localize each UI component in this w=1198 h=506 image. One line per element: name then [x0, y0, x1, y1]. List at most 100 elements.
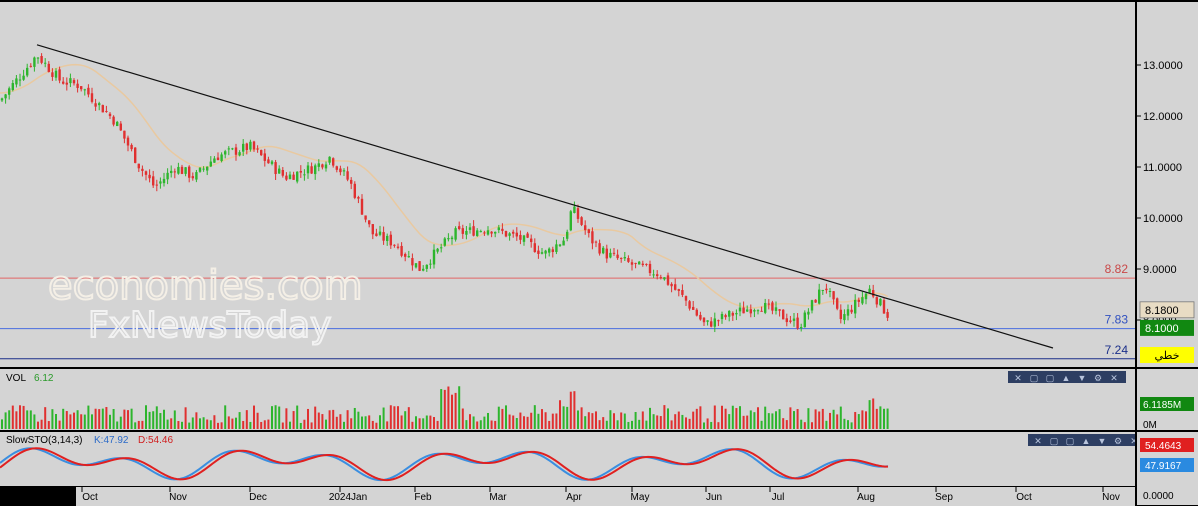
candle-body: [778, 309, 781, 311]
candle-body: [864, 293, 868, 300]
volume-bar: [580, 407, 583, 429]
volume-bar: [548, 420, 551, 429]
candle-body: [144, 171, 148, 175]
date-axis-spacer: [0, 486, 76, 505]
candle-body: [688, 301, 691, 309]
volume-bar: [483, 416, 486, 429]
volume-bar: [303, 419, 306, 429]
gear-icon[interactable]: ⚙: [1094, 373, 1102, 383]
close-icon[interactable]: ✕: [1110, 373, 1118, 383]
candle-body: [188, 166, 191, 178]
candle-body: [807, 311, 810, 315]
volume-bar: [202, 417, 205, 429]
volume-bar: [811, 422, 813, 429]
close-icon[interactable]: ✕: [1130, 436, 1135, 446]
volume-bar: [609, 410, 612, 429]
volume-bar: [645, 420, 648, 429]
candle-body: [292, 174, 295, 180]
candle-body: [454, 228, 457, 240]
candle-body: [8, 88, 11, 95]
volume-bar: [886, 408, 889, 429]
volume-bar: [40, 419, 43, 429]
volume-bar: [872, 398, 875, 429]
candle-body: [843, 314, 846, 321]
volume-bar: [796, 409, 799, 429]
volume-bar: [656, 415, 659, 429]
volume-bar: [325, 419, 327, 429]
volume-bar: [530, 412, 533, 429]
volume-bar: [829, 412, 831, 429]
volume-bar: [148, 411, 151, 429]
volume-bar: [613, 413, 615, 429]
volume-bar: [382, 407, 385, 429]
candle-body: [436, 248, 439, 252]
candle-body: [422, 268, 425, 271]
candle-body: [159, 181, 162, 184]
volume-bar: [857, 414, 860, 429]
gear-icon[interactable]: ⚙: [1114, 436, 1122, 446]
candle-body: [65, 82, 68, 85]
volume-bar: [587, 412, 590, 429]
candle-body: [321, 164, 324, 168]
candle-body: [432, 249, 436, 265]
window-icon[interactable]: ▢: [1066, 436, 1075, 446]
volume-bar: [375, 422, 378, 429]
volume-bar: [404, 411, 407, 429]
down-arrow-icon[interactable]: ▼: [1098, 436, 1107, 446]
volume-bar: [188, 422, 191, 429]
volume-pane[interactable]: VOL 6.12 ✕ ▢ ▢ ▲ ▼ ⚙ ✕: [0, 369, 1135, 430]
candle-body: [51, 72, 54, 77]
volume-bar: [307, 408, 309, 429]
candle-body: [407, 256, 410, 258]
volume-bar: [451, 394, 453, 429]
candle-body: [677, 289, 680, 291]
watermark-economies: economies.com: [48, 263, 363, 309]
volume-bar: [364, 416, 367, 429]
volume-bar: [166, 419, 169, 429]
stochastic-pane[interactable]: SlowSTO(3,14,3) K:47.92 D:54.46 ✕ ▢ ▢ ▲ ▼ ⚙ ✕: [0, 432, 1135, 486]
candle-body: [738, 307, 742, 312]
up-arrow-icon[interactable]: ▲: [1082, 436, 1091, 446]
close-icon[interactable]: ✕: [1014, 373, 1022, 383]
volume-bar: [879, 406, 882, 429]
volume-bar: [109, 414, 111, 429]
candle-body: [450, 237, 454, 240]
volume-bar: [137, 420, 140, 429]
down-arrow-icon[interactable]: ▼: [1078, 373, 1087, 383]
volume-bar: [440, 389, 443, 429]
candle-body: [749, 309, 752, 314]
volume-bar: [119, 416, 122, 429]
volume-bar: [55, 414, 57, 429]
candle-body: [832, 291, 835, 300]
window-icon[interactable]: ▢: [1030, 373, 1039, 383]
candle-body: [623, 257, 626, 259]
volume-bar: [735, 408, 738, 429]
volume-bar: [494, 420, 497, 429]
window-icon[interactable]: ▢: [1046, 373, 1055, 383]
candle-body: [375, 233, 378, 237]
volume-bar: [289, 421, 291, 429]
candle-body: [306, 165, 310, 174]
volume-bar: [623, 413, 626, 429]
candle-body: [767, 303, 770, 305]
candle-body: [360, 198, 364, 215]
close-icon[interactable]: ✕: [1034, 436, 1042, 446]
price-pane[interactable]: 8.82 7.83 7.24 economies.com FxNewsToday: [0, 2, 1135, 367]
candle-body: [386, 235, 389, 242]
month-label-12: Oct: [1016, 492, 1032, 503]
window-icon[interactable]: ▢: [1050, 436, 1059, 446]
candle-body: [314, 165, 317, 175]
up-arrow-icon[interactable]: ▲: [1062, 373, 1071, 383]
volume-bar: [245, 410, 248, 429]
price-axis[interactable]: 13.000012.000011.000010.00009.00008.0000…: [1137, 2, 1198, 367]
candle-body: [519, 234, 522, 240]
price-tick-label: 13.0000: [1143, 60, 1183, 72]
candle-body: [18, 79, 22, 81]
volume-bar: [209, 420, 212, 429]
candle-body: [94, 103, 97, 107]
candle-body: [364, 215, 367, 220]
volume-bar: [292, 411, 295, 429]
volume-bar: [883, 408, 885, 429]
price-tick-label: 10.0000: [1143, 213, 1183, 225]
volume-bar: [602, 417, 605, 429]
